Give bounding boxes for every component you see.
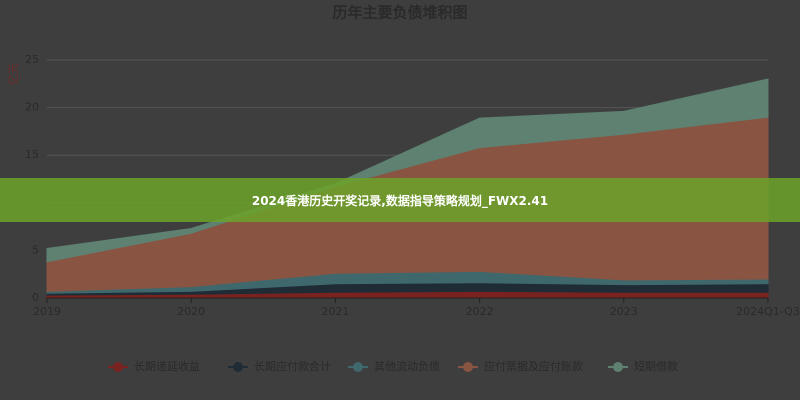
y-axis-label: 亿元 bbox=[7, 63, 20, 85]
banner: 2024香港历史开奖记录,数据指导策略规划_FWX2.41 bbox=[0, 178, 800, 222]
legend-label: 长期应付款合计 bbox=[254, 359, 331, 373]
x-tick-label: 2022 bbox=[466, 305, 494, 318]
x-tick-label: 2021 bbox=[321, 305, 349, 318]
legend-label: 短期借款 bbox=[634, 359, 678, 373]
y-tick-label: 15 bbox=[25, 148, 39, 161]
legend-marker bbox=[463, 362, 473, 372]
legend-label: 其他流动负债 bbox=[374, 359, 440, 373]
legend-label: 应付票据及应付账款 bbox=[484, 359, 583, 373]
legend-label: 长期递延收益 bbox=[134, 359, 200, 373]
legend-marker bbox=[353, 362, 363, 372]
y-tick-label: 5 bbox=[32, 243, 39, 256]
legend-marker bbox=[233, 362, 243, 372]
x-tick-label: 2020 bbox=[177, 305, 205, 318]
legend-marker bbox=[113, 362, 123, 372]
x-tick-label: 2019 bbox=[33, 305, 61, 318]
y-tick-label: 0 bbox=[32, 291, 39, 304]
x-tick-label: 2024Q1-Q3 bbox=[736, 305, 800, 318]
x-tick-label: 2023 bbox=[610, 305, 638, 318]
y-tick-label: 20 bbox=[25, 101, 39, 114]
legend-marker bbox=[613, 362, 623, 372]
chart-title: 历年主要负债堆积图 bbox=[332, 4, 467, 22]
y-tick-label: 25 bbox=[25, 53, 39, 66]
